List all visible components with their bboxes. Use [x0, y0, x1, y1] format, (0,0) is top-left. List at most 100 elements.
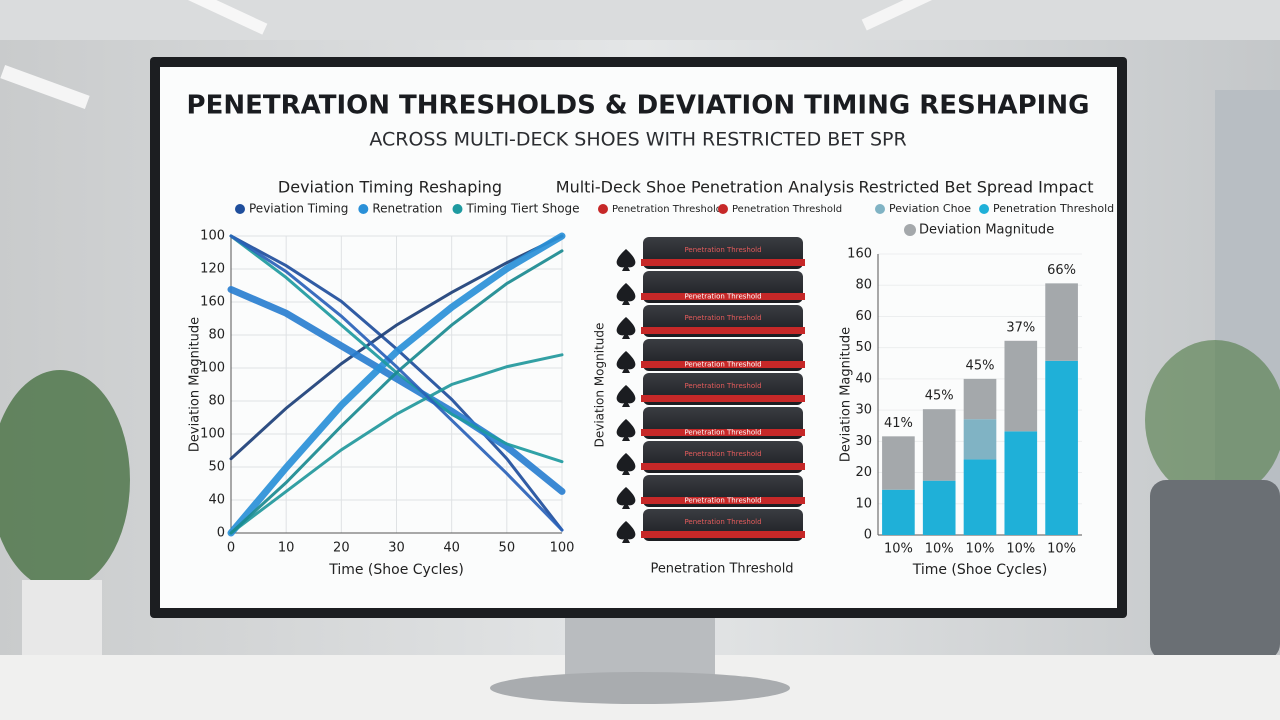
- x-axis-label: Penetration Threshold: [650, 562, 793, 577]
- plant-pot: [22, 580, 102, 660]
- slab-label: Penetration Threshold: [684, 429, 761, 437]
- slab-label: Penetration Threshold: [684, 382, 761, 390]
- spade-icon: [616, 317, 636, 339]
- bar-annotation: 37%: [1006, 320, 1035, 335]
- legend-swatch: [358, 204, 369, 214]
- line-series: [227, 232, 566, 537]
- bar-segment: [963, 378, 997, 420]
- bar-segment: [1004, 431, 1038, 535]
- x-tick-label: 10%: [966, 542, 995, 557]
- legend-swatch: [979, 204, 990, 214]
- monitor-stand: [565, 615, 715, 675]
- page-subtitle: ACROSS MULTI-DECK SHOES WITH RESTRICTED …: [369, 129, 906, 151]
- y-axis-label: Deviation Magnitude: [839, 327, 854, 462]
- y-tick-label: 30: [855, 403, 872, 418]
- ceiling-light: [0, 65, 90, 109]
- bar-segment: [882, 489, 915, 535]
- x-tick-label: 100: [550, 541, 575, 556]
- bar-segment: [1045, 360, 1078, 535]
- y-tick-label: 30: [855, 434, 872, 449]
- y-tick-label: 160: [847, 247, 872, 262]
- threshold-band: [641, 429, 805, 436]
- ceiling-light: [162, 0, 268, 35]
- bar-segment: [963, 419, 997, 460]
- bar-annotation: 45%: [925, 389, 954, 404]
- bar-annotation: 45%: [966, 358, 995, 373]
- y-tick-label: 100: [200, 229, 225, 244]
- x-tick-label: 30: [388, 541, 405, 556]
- line-series: [229, 234, 564, 461]
- y-tick-label: 20: [855, 465, 872, 480]
- y-tick-label: 40: [855, 371, 872, 386]
- bar-annotation: 66%: [1047, 263, 1076, 278]
- slab-label: Penetration Threshold: [684, 361, 761, 369]
- bar-segment: [882, 436, 915, 490]
- page-title: PENETRATION THRESHOLDS & DEVIATION TIMIN…: [187, 91, 1090, 121]
- line-series: [229, 234, 564, 532]
- y-tick-label: 10: [855, 496, 872, 511]
- bar-annotation: 41%: [884, 416, 913, 431]
- slab-label: Penetration Threshold: [684, 450, 761, 458]
- x-tick-label: 10%: [1047, 542, 1076, 557]
- x-tick-label: 0: [227, 541, 235, 556]
- legend-swatch: [598, 204, 608, 214]
- legend-label: Penetration Threshold: [612, 204, 722, 215]
- legend-label: Timing Tiert Shoge: [465, 202, 579, 216]
- spade-icon: [616, 385, 636, 407]
- line-series: [229, 249, 564, 535]
- spade-icon: [616, 351, 636, 373]
- y-axis-label: Deviation Magnitude: [188, 317, 203, 452]
- y-tick-label: 100: [200, 427, 225, 442]
- bar-segment: [1004, 340, 1038, 432]
- y-tick-label: 160: [200, 295, 225, 310]
- threshold-band: [641, 259, 805, 266]
- legend-label: Deviation Magnitude: [919, 223, 1054, 238]
- plant: [1145, 340, 1280, 500]
- spade-icon: [616, 487, 636, 509]
- threshold-band: [641, 463, 805, 470]
- chart-title: Restricted Bet Spread Impact: [859, 178, 1094, 197]
- x-axis-label: Time (Shoe Cycles): [328, 562, 464, 578]
- y-tick-label: 100: [200, 361, 225, 376]
- y-tick-label: 0: [217, 526, 225, 541]
- plant: [0, 370, 130, 590]
- chart-title: Deviation Timing Reshaping: [278, 178, 502, 197]
- bar-segment: [1045, 283, 1078, 361]
- x-tick-label: 10: [278, 541, 295, 556]
- legend-swatch: [452, 204, 463, 214]
- bar-segment: [922, 480, 956, 535]
- chair: [1150, 480, 1280, 660]
- slab-label: Penetration Threshold: [684, 293, 761, 301]
- bar-segment: [922, 409, 956, 481]
- threshold-band: [641, 497, 805, 504]
- spade-icon: [616, 419, 636, 441]
- legend-label: Peviation Timing: [249, 202, 348, 216]
- threshold-band: [641, 361, 805, 368]
- ceiling: [0, 0, 1280, 40]
- ceiling-light: [861, 0, 949, 31]
- legend-label: Penetration Threshold: [993, 202, 1114, 215]
- y-tick-label: 50: [855, 340, 872, 355]
- line-series: [229, 353, 564, 535]
- line-series: [227, 285, 566, 495]
- x-tick-label: 10%: [1006, 542, 1035, 557]
- y-tick-label: 40: [208, 493, 225, 508]
- illustration-title: Multi-Deck Shoe Penetration Analysis: [556, 178, 854, 197]
- monitor-base: [490, 672, 790, 704]
- threshold-band: [641, 327, 805, 334]
- bar-segment: [963, 459, 997, 535]
- legend-label: Peviation Choe: [889, 202, 971, 215]
- x-tick-label: 40: [443, 541, 460, 556]
- slab-label: Penetration Threshold: [684, 518, 761, 526]
- spade-icon: [616, 283, 636, 305]
- shoe-illustration: Multi-Deck Shoe Penetration Analysis Pene…: [556, 178, 854, 577]
- legend-swatch: [904, 224, 916, 236]
- legend-label: Renetration: [372, 202, 442, 216]
- y-tick-label: 120: [200, 262, 225, 277]
- legend-label: Penetration Threshold: [732, 204, 842, 215]
- x-tick-label: 50: [499, 541, 516, 556]
- slab-label: Penetration Threshold: [684, 246, 761, 254]
- x-tick-label: 10%: [925, 542, 954, 557]
